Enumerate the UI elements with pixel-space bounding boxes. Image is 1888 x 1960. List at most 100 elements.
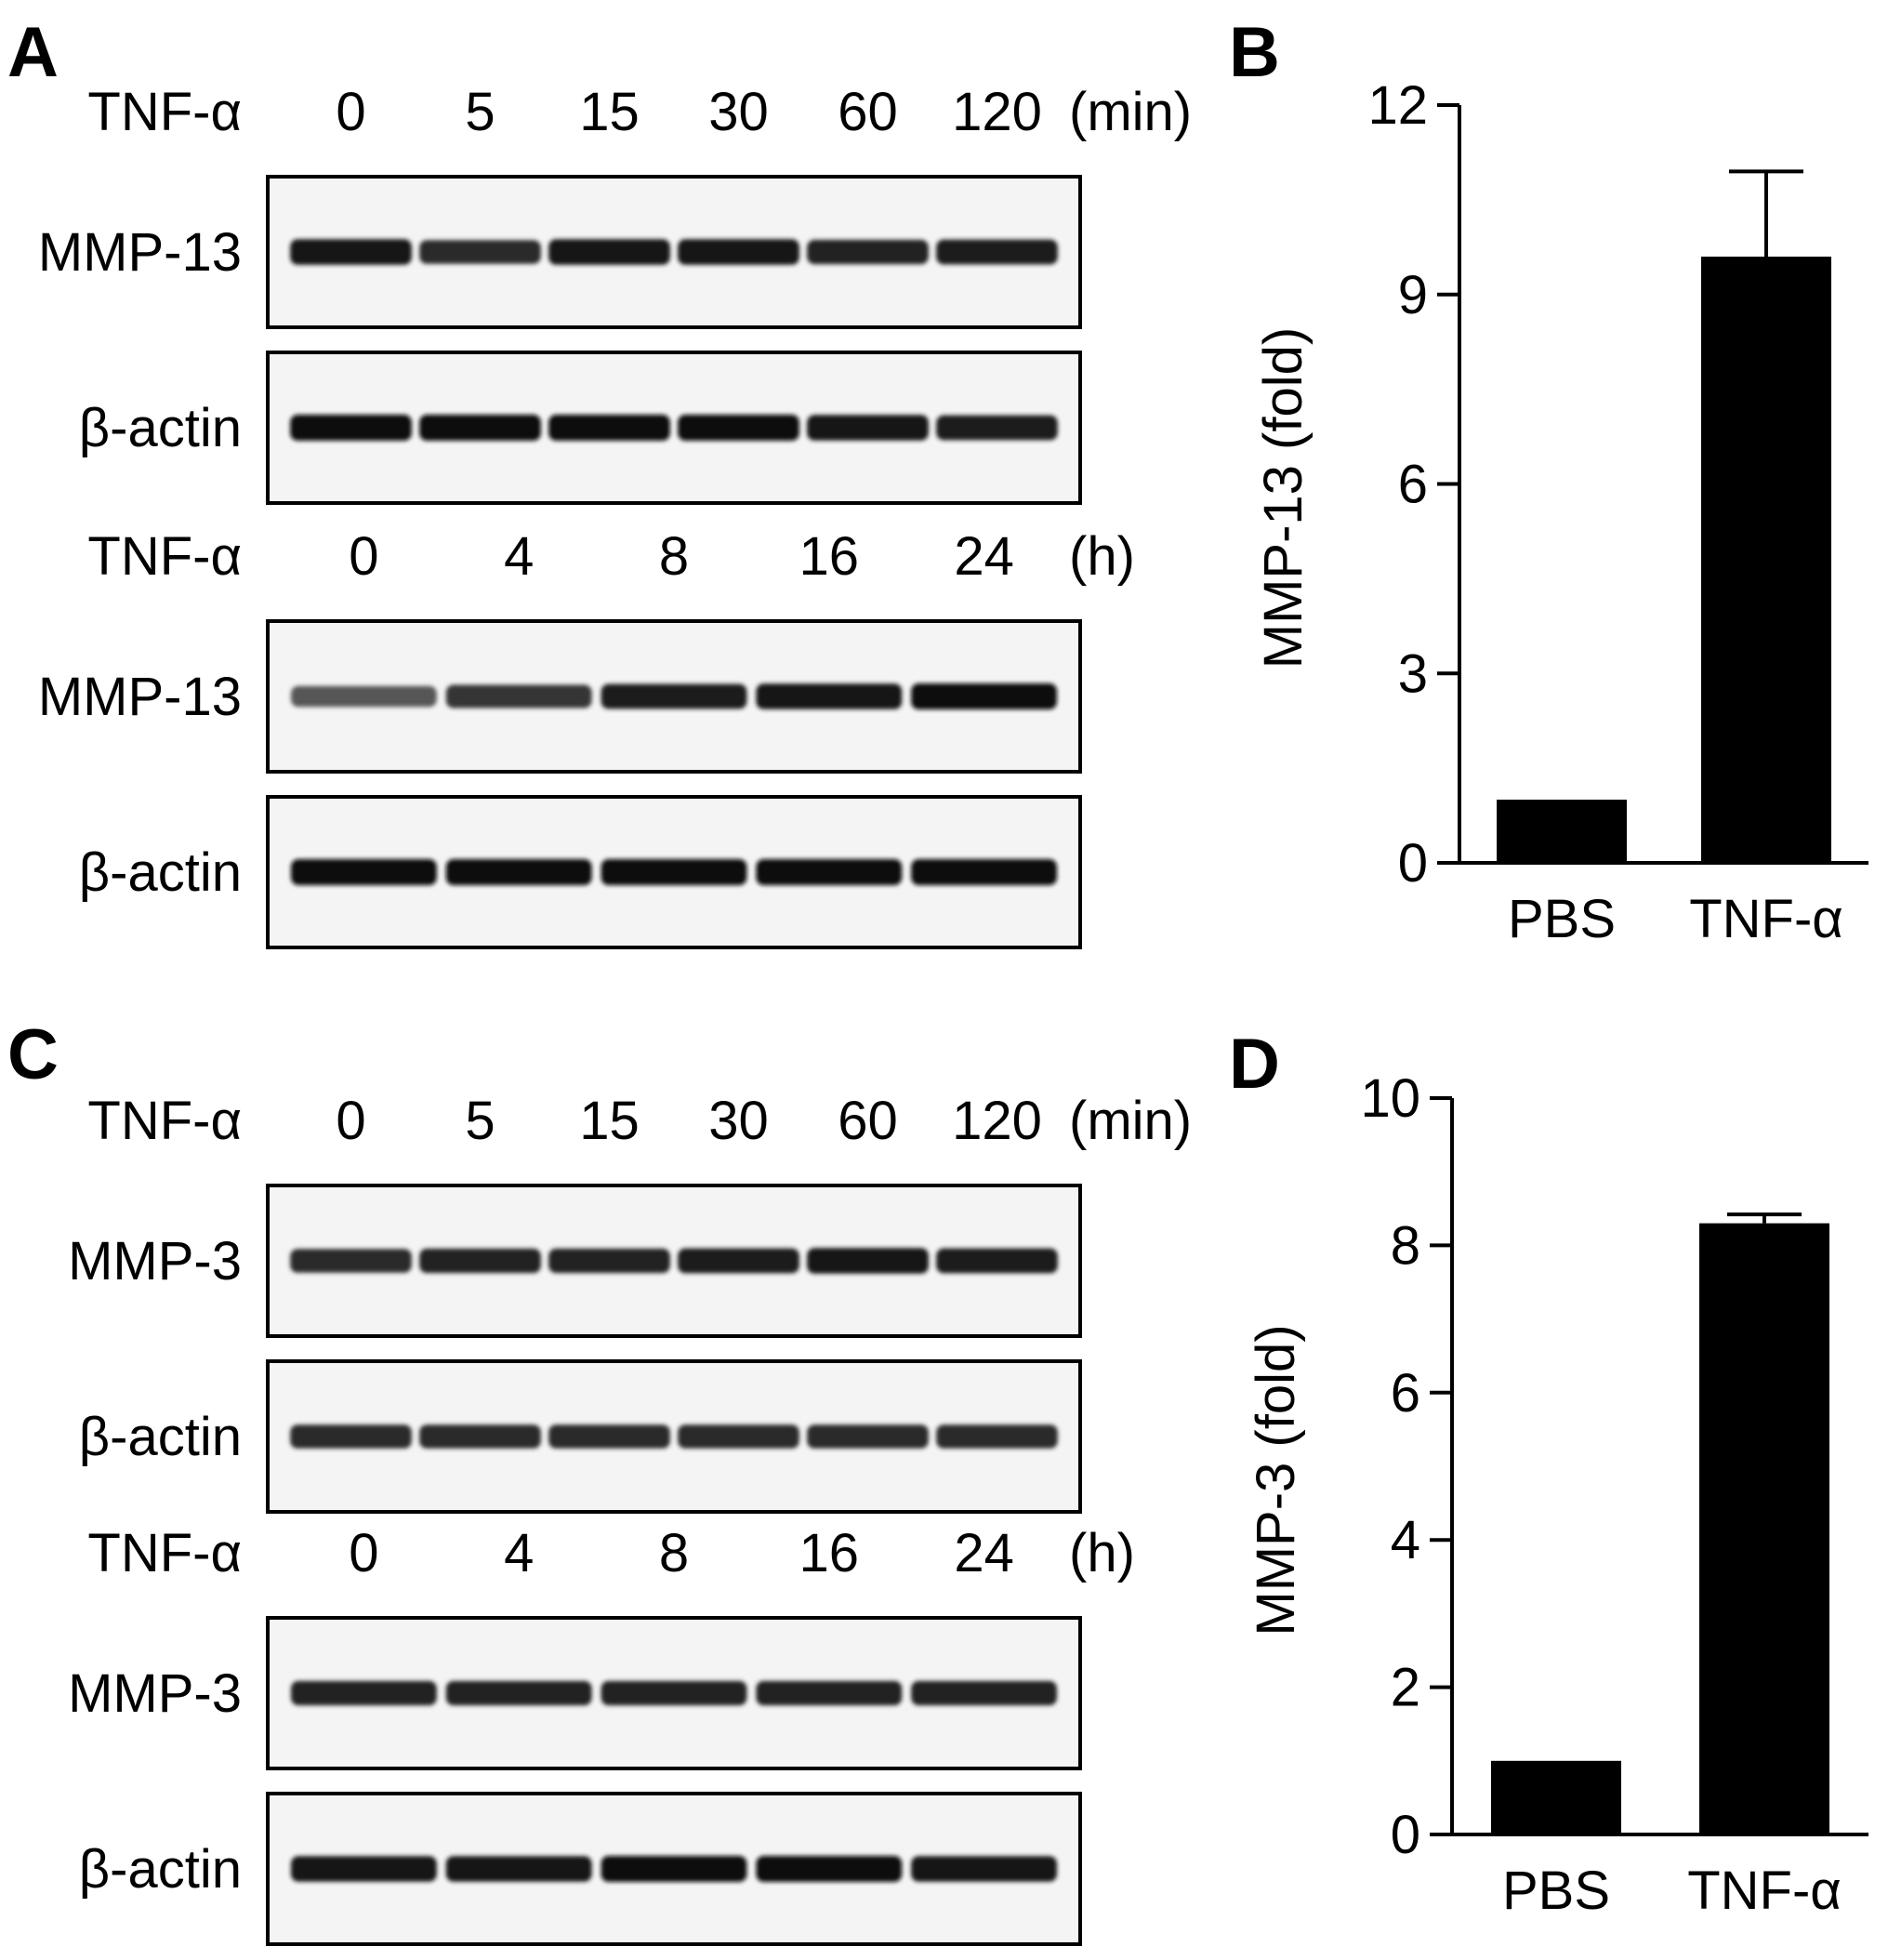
blot-group-hours: TNF-α 0 4 8 16 24 (h) MMP-3 β-actin bbox=[68, 1523, 1135, 1946]
blot-group-minutes: TNF-α 0 5 15 30 60 120 (min) MMP-3 β-actin bbox=[68, 1091, 1192, 1514]
bar bbox=[1699, 1223, 1829, 1834]
blot-band bbox=[756, 1680, 903, 1706]
blot-label: MMP-13 bbox=[38, 667, 242, 727]
panel-letter: B bbox=[1229, 13, 1280, 92]
lane-label: 8 bbox=[659, 526, 689, 587]
y-tick-label: 0 bbox=[1391, 1805, 1420, 1865]
blot-group-hours: TNF-α 0 4 8 16 24 (h) MMP-13 β-actin bbox=[38, 526, 1135, 949]
y-tick-label: 9 bbox=[1398, 265, 1428, 325]
panel-c-blots: C TNF-α 0 5 15 30 60 120 (min) MMP-3 β-actin TNF-… bbox=[7, 1015, 1192, 1946]
y-tick-label: 6 bbox=[1391, 1363, 1420, 1424]
blot-band bbox=[911, 1680, 1057, 1706]
blot-band bbox=[445, 1856, 592, 1882]
blot-band bbox=[601, 859, 747, 885]
blot-band bbox=[911, 1856, 1057, 1882]
blot-band bbox=[756, 683, 903, 709]
blot-band bbox=[445, 684, 592, 709]
lane-label: 30 bbox=[708, 1091, 769, 1151]
blot-group-minutes: TNF-α 0 5 15 30 60 120 (min) MMP-13 β-actin bbox=[38, 82, 1192, 505]
lane-label: 16 bbox=[799, 526, 860, 587]
panel-letter: C bbox=[7, 1015, 59, 1094]
blot-band bbox=[678, 1424, 799, 1449]
lane-label: 16 bbox=[799, 1523, 860, 1583]
blot-band bbox=[290, 1424, 412, 1449]
blot-band bbox=[291, 859, 437, 885]
unit-label: (min) bbox=[1069, 82, 1192, 142]
blot-band bbox=[936, 415, 1058, 441]
lane-label: 5 bbox=[465, 82, 495, 142]
blot-band bbox=[601, 1680, 747, 1706]
blot-band bbox=[936, 1248, 1058, 1274]
blot-band bbox=[419, 240, 541, 264]
blot-band bbox=[445, 1680, 592, 1706]
treatment-label: TNF-α bbox=[87, 1523, 242, 1583]
blot-band bbox=[601, 683, 747, 709]
blot-band bbox=[678, 1248, 799, 1274]
blot-band bbox=[290, 415, 412, 441]
lane-label: 15 bbox=[579, 82, 640, 142]
panel-letter: D bbox=[1229, 1025, 1280, 1104]
lane-label: 0 bbox=[349, 1523, 378, 1583]
blot-band bbox=[291, 685, 437, 708]
blot-band bbox=[911, 859, 1057, 885]
blot-band bbox=[807, 1424, 929, 1449]
lane-label: 24 bbox=[954, 1523, 1014, 1583]
y-tick-label: 8 bbox=[1391, 1215, 1420, 1276]
lane-label: 0 bbox=[349, 526, 378, 587]
blot-band bbox=[419, 1248, 541, 1274]
treatment-label: TNF-α bbox=[87, 1091, 242, 1151]
blot-band bbox=[936, 1424, 1058, 1449]
blot-label: β-actin bbox=[79, 1839, 242, 1900]
lane-label: 24 bbox=[954, 526, 1014, 587]
lane-label: 120 bbox=[952, 1091, 1042, 1151]
lane-label: 4 bbox=[504, 526, 534, 587]
lane-label: 30 bbox=[708, 82, 769, 142]
blot-label: MMP-13 bbox=[38, 222, 242, 283]
lane-label: 0 bbox=[336, 82, 365, 142]
blot-band bbox=[290, 1249, 412, 1273]
blot-band bbox=[445, 859, 592, 885]
y-tick-label: 10 bbox=[1360, 1068, 1420, 1129]
panel-a-blots: A TNF-α 0 5 15 30 60 120 (min) MMP-13 β-actin TNF… bbox=[7, 13, 1192, 949]
y-tick-label: 4 bbox=[1391, 1510, 1420, 1570]
lane-label: 8 bbox=[659, 1523, 689, 1583]
x-tick-label: TNF-α bbox=[1689, 889, 1843, 949]
blot-band bbox=[290, 239, 412, 265]
blot-band bbox=[419, 1424, 541, 1449]
blot-label: β-actin bbox=[79, 398, 242, 458]
y-axis-title: MMP-3 (fold) bbox=[1246, 1324, 1306, 1636]
unit-label: (h) bbox=[1069, 526, 1135, 587]
y-tick-label: 12 bbox=[1367, 75, 1428, 136]
blot-band bbox=[756, 1856, 903, 1882]
blot-band bbox=[807, 1248, 929, 1274]
blot-label: β-actin bbox=[79, 1407, 242, 1467]
treatment-label: TNF-α bbox=[87, 82, 242, 142]
lane-label: 4 bbox=[504, 1523, 534, 1583]
blot-band bbox=[807, 415, 929, 441]
blot-band bbox=[291, 1856, 437, 1882]
blot-band bbox=[548, 239, 670, 265]
y-tick-label: 0 bbox=[1398, 833, 1428, 894]
treatment-label: TNF-α bbox=[87, 526, 242, 587]
y-tick-label: 3 bbox=[1398, 643, 1428, 704]
x-tick-label: PBS bbox=[1508, 889, 1616, 949]
blot-label: MMP-3 bbox=[68, 1663, 242, 1724]
lane-label: 120 bbox=[952, 82, 1042, 142]
blot-label: β-actin bbox=[79, 842, 242, 903]
blot-band bbox=[756, 859, 903, 885]
bar-chart-mmp13: B 0 3 6 9 12 MMP-13 (fold) PBS TNF-α bbox=[1229, 13, 1868, 949]
panel-letter: A bbox=[7, 13, 59, 92]
x-tick-label: TNF-α bbox=[1687, 1861, 1842, 1921]
lane-label: 5 bbox=[465, 1091, 495, 1151]
blot-band bbox=[291, 1680, 437, 1706]
lane-label: 0 bbox=[336, 1091, 365, 1151]
blot-band bbox=[911, 683, 1057, 709]
bar bbox=[1491, 1760, 1621, 1834]
unit-label: (h) bbox=[1069, 1523, 1135, 1583]
bar bbox=[1497, 800, 1627, 863]
blot-band bbox=[936, 239, 1058, 265]
blot-band bbox=[601, 1856, 747, 1882]
blot-band bbox=[419, 415, 541, 441]
lane-label: 60 bbox=[838, 82, 898, 142]
bar-chart-mmp3: D 0 2 4 6 8 10 MMP-3 (fold) PBS TNF-α bbox=[1229, 1025, 1868, 1921]
